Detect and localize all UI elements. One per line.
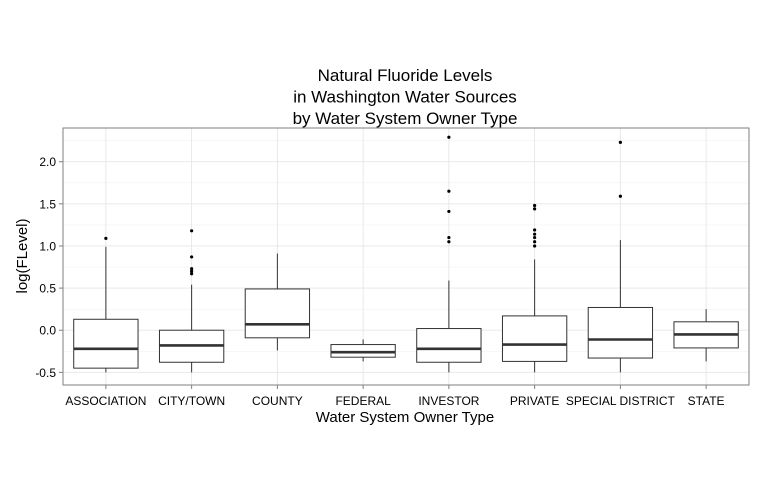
- y-tick-label: 1.0: [39, 239, 56, 253]
- box-city-town: [158, 229, 225, 373]
- outlier-point: [447, 135, 451, 139]
- x-tick-label: ASSOCIATION: [65, 394, 146, 408]
- y-tick-label: -0.5: [35, 366, 56, 380]
- x-tick-label: COUNTY: [252, 394, 303, 408]
- chart-title-line-1: Natural Fluoride Levels: [318, 66, 493, 85]
- x-tick-label: STATE: [688, 394, 725, 408]
- outlier-point: [533, 203, 537, 208]
- outlier-point: [618, 194, 622, 198]
- y-axis: -0.5 0.0 0.5 1.0 1.5 2.0: [35, 155, 63, 380]
- y-tick-label: 0.0: [39, 324, 56, 338]
- x-tick-label: CITY/TOWN: [158, 394, 225, 408]
- outlier-point: [618, 140, 622, 144]
- outlier-point: [533, 235, 537, 240]
- outlier-point: [447, 235, 451, 240]
- x-axis: ASSOCIATION CITY/TOWN COUNTY FEDERAL INVESTO…: [65, 385, 725, 408]
- chart-title-line-2: in Washington Water Sources: [293, 88, 517, 107]
- outlier-point: [533, 228, 537, 232]
- x-tick-label: FEDERAL: [335, 394, 391, 408]
- outlier-point: [190, 272, 194, 276]
- interquartile-box: [416, 328, 482, 363]
- outlier-point: [533, 232, 537, 236]
- outlier-point: [533, 240, 537, 244]
- x-axis-title: Water System Owner Type: [316, 409, 494, 426]
- interquartile-box: [244, 288, 311, 339]
- box-association: [73, 236, 139, 373]
- outlier-point: [447, 189, 451, 193]
- interquartile-box: [73, 318, 139, 369]
- outlier-point: [447, 240, 451, 244]
- outlier-point: [190, 229, 194, 233]
- interquartile-box: [587, 306, 654, 359]
- box-private: [501, 203, 568, 373]
- box-state: [673, 309, 739, 362]
- y-tick-label: 2.0: [39, 155, 56, 169]
- outlier-point: [104, 236, 108, 240]
- box-special-district: [587, 140, 654, 373]
- y-tick-label: 1.5: [39, 197, 56, 211]
- boxplots: [73, 135, 739, 373]
- x-tick-label: SPECIAL DISTRICT: [566, 394, 676, 408]
- outlier-point: [533, 244, 537, 248]
- y-tick-label: 0.5: [39, 282, 56, 296]
- outlier-point: [190, 269, 194, 273]
- outlier-point: [533, 207, 537, 211]
- x-tick-label: INVESTOR: [418, 394, 479, 408]
- chart-title-line-3: by Water System Owner Type: [293, 109, 518, 128]
- box-federal: [330, 339, 396, 362]
- outlier-point: [447, 209, 451, 214]
- box-investor: [416, 135, 482, 373]
- outlier-point: [190, 267, 194, 271]
- outlier-point: [190, 255, 194, 259]
- box-county: [244, 253, 311, 351]
- x-tick-label: PRIVATE: [510, 394, 560, 408]
- interquartile-box: [501, 315, 568, 362]
- y-axis-title: log(FLevel): [14, 218, 31, 293]
- plot-panel-border: [62, 127, 750, 386]
